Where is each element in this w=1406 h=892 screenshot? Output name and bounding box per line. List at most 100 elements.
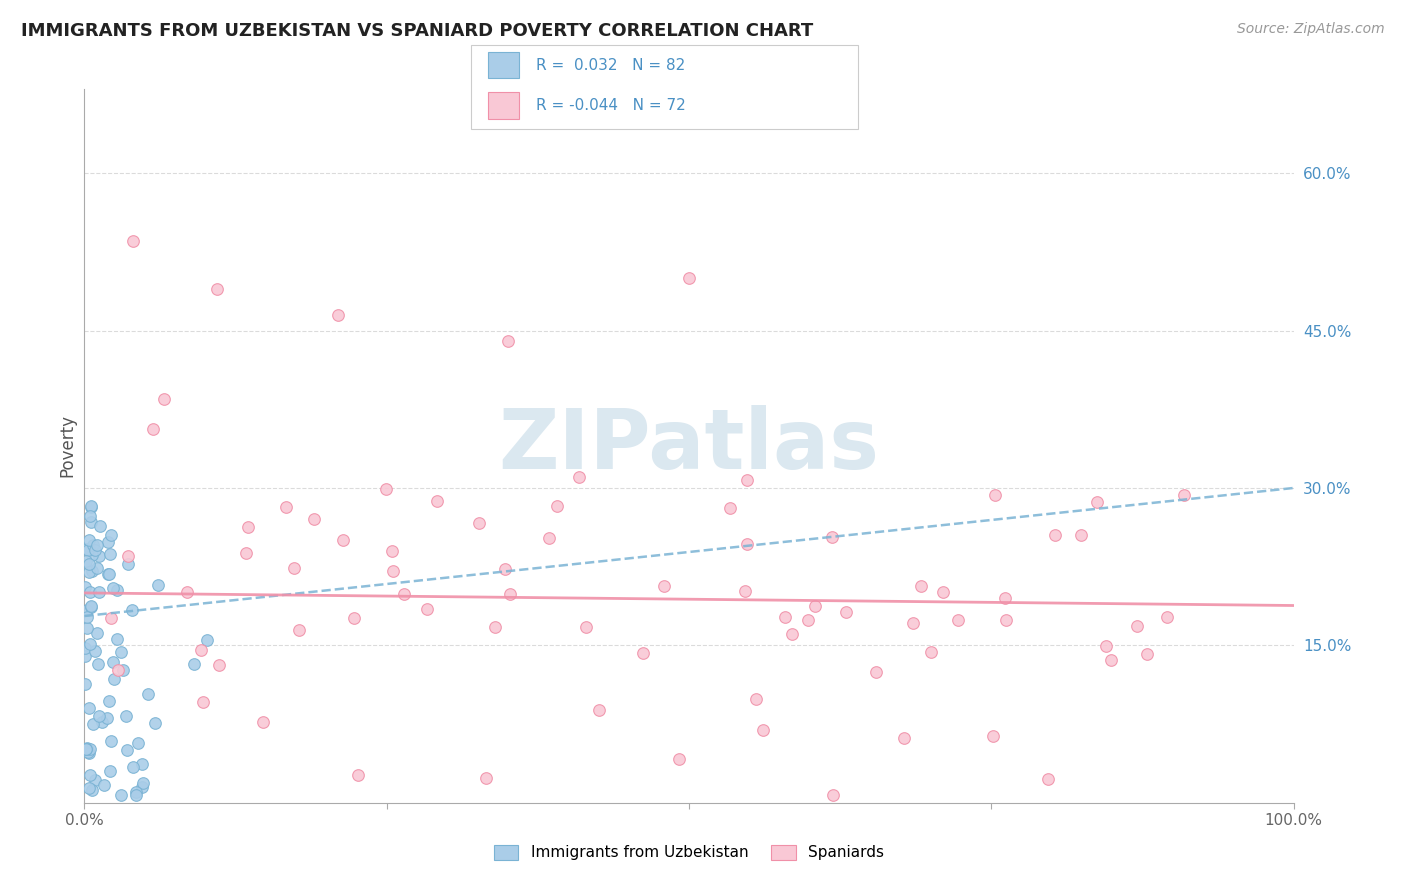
Point: [1070, 527, 1092, 541]
Point: [751, 723, 773, 737]
Point: [132, 776, 155, 790]
Point: [77, 780, 100, 795]
Text: R =  0.032   N = 82: R = 0.032 N = 82: [536, 58, 685, 72]
Point: [235, 546, 257, 560]
Point: [76, 542, 98, 557]
Point: [803, 599, 825, 613]
Point: [381, 544, 404, 558]
Point: [124, 788, 146, 802]
Point: [76, 621, 98, 635]
Point: [105, 582, 128, 597]
Point: [193, 695, 215, 709]
Point: [946, 613, 969, 627]
Point: [103, 655, 125, 669]
Point: [773, 609, 796, 624]
Point: [75, 648, 97, 663]
Point: [75, 741, 97, 756]
Point: [1173, 488, 1195, 502]
Point: [127, 736, 149, 750]
Point: [84, 644, 107, 658]
Text: Source: ZipAtlas.com: Source: ZipAtlas.com: [1237, 22, 1385, 37]
Point: [984, 488, 1007, 502]
Point: [146, 578, 169, 592]
Point: [80, 783, 103, 797]
Text: ZIPatlas: ZIPatlas: [499, 406, 879, 486]
Point: [100, 733, 122, 747]
Point: [79, 499, 101, 513]
Point: [91, 715, 114, 730]
Point: [394, 587, 416, 601]
Point: [1036, 772, 1059, 786]
Point: [745, 691, 768, 706]
Point: [1099, 653, 1122, 667]
Point: [183, 657, 205, 672]
Point: [103, 672, 125, 686]
Y-axis label: Poverty: Poverty: [58, 415, 76, 477]
Point: [105, 632, 128, 646]
Point: [782, 626, 804, 640]
Point: [821, 530, 844, 544]
Point: [75, 742, 97, 756]
Point: [100, 610, 122, 624]
Point: [86, 537, 108, 551]
Point: [499, 587, 522, 601]
Point: [252, 714, 274, 729]
Point: [87, 549, 110, 564]
Point: [80, 516, 103, 530]
Point: [342, 610, 364, 624]
Point: [467, 516, 489, 530]
Point: [207, 658, 229, 673]
Point: [546, 500, 568, 514]
Point: [80, 599, 103, 613]
Point: [115, 709, 138, 723]
Point: [143, 715, 166, 730]
Point: [835, 605, 858, 619]
Point: [910, 578, 932, 592]
Point: [103, 582, 125, 596]
Point: [1095, 640, 1118, 654]
Point: [718, 501, 741, 516]
Point: [80, 564, 103, 578]
Point: [197, 633, 219, 648]
Point: [82, 538, 104, 552]
Point: [86, 626, 108, 640]
Point: [107, 663, 129, 677]
Point: [98, 566, 121, 581]
Point: [1043, 528, 1066, 542]
Point: [901, 615, 924, 630]
Point: [121, 603, 143, 617]
Point: [496, 334, 519, 348]
Point: [73, 640, 96, 655]
Point: [588, 702, 610, 716]
Point: [981, 729, 1004, 743]
Point: [302, 512, 325, 526]
Point: [97, 694, 120, 708]
Point: [190, 642, 212, 657]
Point: [893, 731, 915, 746]
Point: [122, 760, 145, 774]
Point: [1087, 495, 1109, 509]
Point: [735, 537, 758, 551]
Point: [575, 620, 598, 634]
Point: [80, 600, 103, 615]
Point: [415, 602, 437, 616]
Point: [207, 282, 229, 296]
Point: [737, 473, 759, 487]
Point: [79, 637, 101, 651]
Point: [93, 778, 115, 792]
Point: [77, 745, 100, 759]
Point: [121, 235, 143, 249]
Point: [734, 584, 756, 599]
Point: [287, 623, 309, 637]
Point: [236, 520, 259, 534]
Point: [115, 743, 138, 757]
Point: [117, 558, 139, 572]
Point: [117, 549, 139, 563]
Point: [87, 584, 110, 599]
Point: [381, 564, 404, 578]
Point: [97, 567, 120, 582]
Point: [80, 500, 103, 514]
Point: [89, 709, 111, 723]
Point: [1126, 619, 1149, 633]
Point: [652, 578, 675, 592]
